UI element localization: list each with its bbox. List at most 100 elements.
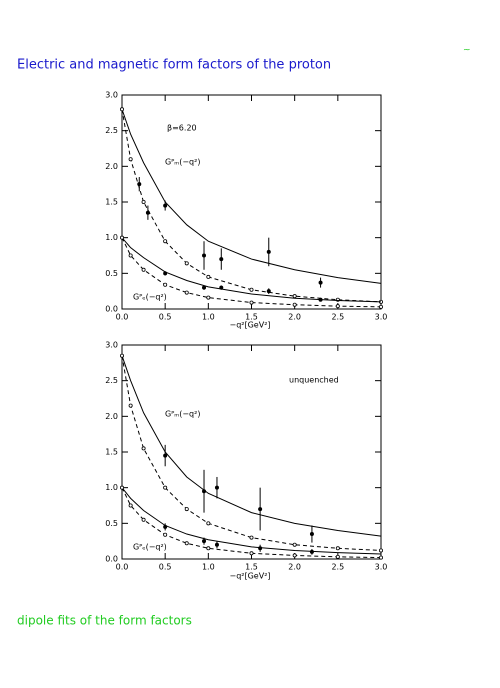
data-point xyxy=(163,453,168,458)
lattice-marker xyxy=(249,287,254,292)
lattice-marker xyxy=(206,546,211,551)
fit-curve xyxy=(121,487,382,559)
x-tick-label: 2.5 xyxy=(331,313,344,322)
y-tick-label: 2.0 xyxy=(105,412,118,421)
fit-curve xyxy=(121,487,382,555)
lattice-marker xyxy=(378,304,383,309)
x-tick-label: 2.0 xyxy=(288,313,301,322)
y-tick-label: 1.5 xyxy=(105,448,118,457)
lattice-marker xyxy=(128,157,133,162)
data-point xyxy=(202,489,207,494)
x-tick-label: 1.5 xyxy=(245,563,258,572)
lattice-marker xyxy=(335,546,340,551)
annotation: unquenched xyxy=(289,376,339,385)
fit-curve xyxy=(121,109,382,303)
x-tick-label: 3.0 xyxy=(375,313,388,322)
x-tick-label: 3.0 xyxy=(375,563,388,572)
lattice-marker xyxy=(163,282,168,287)
lattice-marker xyxy=(335,554,340,559)
y-tick-label: 1.0 xyxy=(105,233,118,242)
y-tick-label: 0.0 xyxy=(105,305,118,314)
data-point xyxy=(219,257,224,262)
lattice-marker xyxy=(184,290,189,295)
data-point xyxy=(258,546,263,551)
x-axis-label: −q²[GeV²] xyxy=(229,321,270,330)
y-tick-label: 0.5 xyxy=(105,269,118,278)
lattice-marker xyxy=(206,295,211,300)
y-tick-label: 1.0 xyxy=(105,483,118,492)
data-point xyxy=(309,549,314,554)
lattice-marker xyxy=(128,503,133,508)
lattice-marker xyxy=(292,553,297,558)
data-point xyxy=(163,271,168,276)
y-tick-label: 2.0 xyxy=(105,162,118,171)
data-point xyxy=(219,285,224,290)
slide-title: Electric and magnetic form factors of th… xyxy=(17,58,331,73)
lattice-marker xyxy=(378,548,383,553)
lattice-marker xyxy=(184,507,189,512)
x-tick-label: 1.5 xyxy=(245,313,258,322)
lattice-marker xyxy=(120,353,125,358)
x-tick-label: 0.5 xyxy=(159,313,172,322)
annotation: Gᴾₑ(−q²) xyxy=(133,293,167,302)
lattice-marker xyxy=(184,261,189,266)
lattice-marker xyxy=(141,517,146,522)
lattice-marker xyxy=(141,267,146,272)
fit-curve xyxy=(121,355,382,551)
fit-curve xyxy=(121,237,382,308)
corner-mark: ~ xyxy=(463,46,471,56)
lattice-marker xyxy=(120,485,125,490)
lattice-marker xyxy=(378,555,383,560)
y-tick-label: 2.5 xyxy=(105,126,118,135)
lattice-marker xyxy=(249,551,254,556)
data-point xyxy=(214,485,219,490)
y-tick-label: 3.0 xyxy=(105,341,118,350)
data-point xyxy=(202,539,207,544)
plot-frame xyxy=(121,344,382,560)
data-point xyxy=(318,297,323,302)
x-tick-label: 1.0 xyxy=(202,313,215,322)
x-tick-label: 0.5 xyxy=(159,563,172,572)
x-tick-label: 2.0 xyxy=(288,563,301,572)
fit-curve xyxy=(121,237,382,303)
lattice-marker xyxy=(249,300,254,305)
x-axis-label: −q²[GeV²] xyxy=(229,572,270,581)
fit-curve xyxy=(121,355,382,537)
data-point xyxy=(266,249,271,254)
x-tick-label: 0.0 xyxy=(116,313,129,322)
x-tick-label: 2.5 xyxy=(331,563,344,572)
lattice-marker xyxy=(206,274,211,279)
lattice-marker xyxy=(163,532,168,537)
data-point xyxy=(163,203,168,208)
lattice-marker xyxy=(163,239,168,244)
lattice-marker xyxy=(120,235,125,240)
data-point xyxy=(318,280,323,285)
annotation: β=6.20 xyxy=(167,124,197,133)
annotation: Gᴾₘ(−q²) xyxy=(165,410,200,419)
lattice-marker xyxy=(128,403,133,408)
plot-frame xyxy=(121,94,382,310)
lattice-marker xyxy=(292,294,297,299)
y-tick-label: 0.0 xyxy=(105,555,118,564)
data-point xyxy=(163,524,168,529)
annotation: Gᴾₘ(−q²) xyxy=(165,158,200,167)
data-point xyxy=(266,289,271,294)
lattice-marker xyxy=(335,304,340,309)
x-tick-label: 0.0 xyxy=(116,563,129,572)
lattice-marker xyxy=(120,107,125,112)
lattice-marker xyxy=(141,199,146,204)
data-point xyxy=(214,542,219,547)
data-point xyxy=(202,285,207,290)
data-point xyxy=(137,182,142,187)
annotation: Gᴾₑ(−q²) xyxy=(133,543,167,552)
lattice-marker xyxy=(184,541,189,546)
x-tick-label: 1.0 xyxy=(202,563,215,572)
lattice-marker xyxy=(206,521,211,526)
y-tick-label: 1.5 xyxy=(105,198,118,207)
data-point xyxy=(258,507,263,512)
y-tick-label: 3.0 xyxy=(105,91,118,100)
lattice-marker xyxy=(141,446,146,451)
y-tick-label: 2.5 xyxy=(105,376,118,385)
lattice-marker xyxy=(292,542,297,547)
